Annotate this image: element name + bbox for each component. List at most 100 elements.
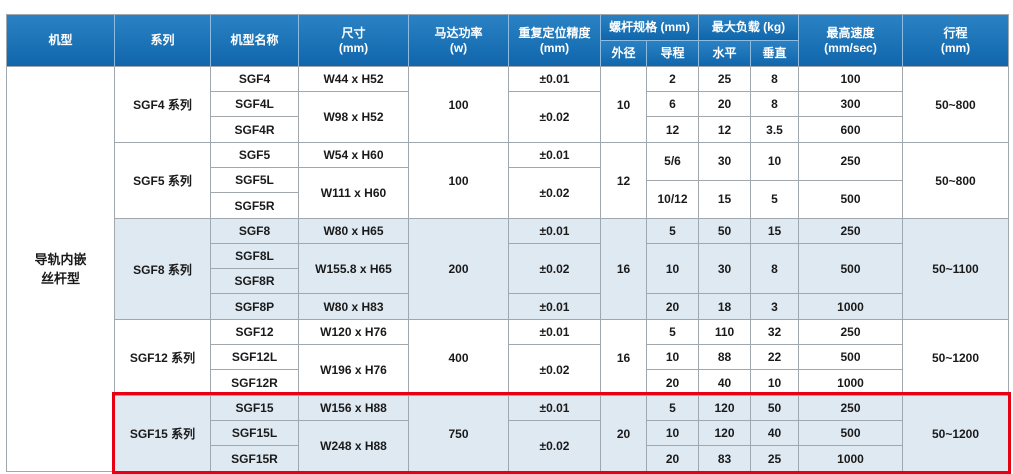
series-cell: SGF15 系列 bbox=[115, 396, 210, 471]
model-cell: SGF15 bbox=[211, 396, 298, 421]
outer-diameter-cell: 10 bbox=[601, 67, 646, 142]
dimensions-cell: W155.8 x H65 bbox=[299, 244, 408, 294]
stroke-cell: 50~1200 bbox=[903, 396, 1008, 471]
header-model-name: 机型名称 bbox=[211, 15, 298, 66]
spec-table: 机型 系列 机型名称 尺寸 (mm) 马达功率 (w) 重复定位精度 (mm) 螺杆规格 (… bbox=[6, 14, 1011, 474]
header-screw-spec: 螺杆规格 (mm) bbox=[601, 15, 698, 40]
precision-cell: ±0.01 bbox=[509, 294, 600, 319]
dimensions-cell: W98 x H52 bbox=[299, 92, 408, 142]
header-dimensions: 尺寸 (mm) bbox=[299, 15, 408, 66]
dimensions-cell: W156 x H88 bbox=[299, 396, 408, 421]
max-speed-cell: 1000 bbox=[799, 370, 902, 395]
lead-cell: 5 bbox=[647, 320, 698, 345]
load-horizontal-cell: 50 bbox=[699, 219, 750, 244]
precision-cell: ±0.02 bbox=[509, 168, 600, 218]
dimensions-cell: W248 x H88 bbox=[299, 421, 408, 471]
series-cell: SGF12 系列 bbox=[115, 320, 210, 395]
series-cell: SGF5 系列 bbox=[115, 143, 210, 218]
load-vertical-cell: 5 bbox=[751, 180, 798, 218]
model-cell: SGF4R bbox=[211, 117, 298, 142]
model-cell: SGF5L bbox=[211, 168, 298, 193]
load-horizontal-cell: 120 bbox=[699, 421, 750, 446]
machine-type-cell: 导轨内嵌 丝杆型 bbox=[7, 67, 114, 471]
header-lead: 导程 bbox=[647, 41, 698, 66]
lead-cell: 12 bbox=[647, 117, 698, 142]
load-vertical-cell: 25 bbox=[751, 446, 798, 471]
lead-cell: 20 bbox=[647, 294, 698, 319]
outer-diameter-cell: 16 bbox=[601, 219, 646, 319]
header-repeat-accuracy: 重复定位精度 (mm) bbox=[509, 15, 600, 66]
dimensions-cell: W120 x H76 bbox=[299, 320, 408, 345]
load-horizontal-cell: 30 bbox=[699, 244, 750, 294]
model-cell: SGF5 bbox=[211, 143, 298, 168]
lead-cell: 5/6 bbox=[647, 143, 698, 181]
load-horizontal-cell: 120 bbox=[699, 396, 750, 421]
model-cell: SGF8R bbox=[211, 269, 298, 294]
dimensions-cell: W80 x H65 bbox=[299, 219, 408, 244]
precision-cell: ±0.02 bbox=[509, 421, 600, 471]
model-cell: SGF4L bbox=[211, 92, 298, 117]
series-block-sgf5: SGF5 系列 SGF5 SGF5L SGF5R W54 x H60 W111 x H60… bbox=[115, 142, 1008, 218]
motor-power-cell: 400 bbox=[409, 320, 508, 395]
lead-cell: 6 bbox=[647, 92, 698, 117]
load-horizontal-cell: 110 bbox=[699, 320, 750, 345]
precision-cell: ±0.01 bbox=[509, 143, 600, 168]
precision-cell: ±0.02 bbox=[509, 244, 600, 294]
precision-cell: ±0.01 bbox=[509, 219, 600, 244]
dimensions-cell: W80 x H83 bbox=[299, 294, 408, 319]
load-vertical-cell: 32 bbox=[751, 320, 798, 345]
motor-power-cell: 750 bbox=[409, 396, 508, 471]
max-speed-cell: 500 bbox=[799, 244, 902, 294]
max-speed-cell: 250 bbox=[799, 396, 902, 421]
precision-cell: ±0.01 bbox=[509, 396, 600, 421]
series-blocks: SGF4 系列 SGF4 SGF4L SGF4R W44 x H52 W98 x H52 ±… bbox=[112, 67, 1011, 474]
max-speed-cell: 500 bbox=[799, 345, 902, 370]
header-machine-type: 机型 bbox=[7, 15, 114, 66]
max-speed-cell: 300 bbox=[799, 92, 902, 117]
series-block-sgf15: SGF15 系列 SGF15 SGF15L SGF15R W156 x H88 W248 … bbox=[112, 392, 1011, 474]
series-cell: SGF8 系列 bbox=[115, 219, 210, 319]
model-cell: SGF8P bbox=[211, 294, 298, 319]
dimensions-cell: W54 x H60 bbox=[299, 143, 408, 168]
load-vertical-cell: 10 bbox=[751, 370, 798, 395]
load-vertical-cell: 22 bbox=[751, 345, 798, 370]
lead-cell: 20 bbox=[647, 370, 698, 395]
lead-cell: 5 bbox=[647, 396, 698, 421]
table-body: 导轨内嵌 丝杆型 SGF4 系列 SGF4 SGF4L SGF4R W44 x H52 W… bbox=[7, 66, 1011, 474]
dimensions-cell: W196 x H76 bbox=[299, 345, 408, 395]
load-horizontal-cell: 83 bbox=[699, 446, 750, 471]
lead-cell: 10 bbox=[647, 345, 698, 370]
stroke-cell: 50~800 bbox=[903, 67, 1008, 142]
precision-cell: ±0.02 bbox=[509, 92, 600, 142]
motor-power-cell: 100 bbox=[409, 67, 508, 142]
load-horizontal-cell: 15 bbox=[699, 180, 750, 218]
max-speed-cell: 1000 bbox=[799, 446, 902, 471]
lead-cell: 10 bbox=[647, 421, 698, 446]
dimensions-cell: W44 x H52 bbox=[299, 67, 408, 92]
precision-cell: ±0.01 bbox=[509, 67, 600, 92]
motor-power-cell: 200 bbox=[409, 219, 508, 319]
outer-diameter-cell: 20 bbox=[601, 396, 646, 471]
load-horizontal-cell: 25 bbox=[699, 67, 750, 92]
load-horizontal-cell: 20 bbox=[699, 92, 750, 117]
header-outer-diameter: 外径 bbox=[601, 41, 646, 66]
model-cell: SGF12 bbox=[211, 320, 298, 345]
load-vertical-cell: 8 bbox=[751, 92, 798, 117]
lead-cell: 20 bbox=[647, 446, 698, 471]
precision-cell: ±0.01 bbox=[509, 320, 600, 345]
header-max-load: 最大负载 (kg) bbox=[699, 15, 798, 40]
model-cell: SGF8L bbox=[211, 244, 298, 269]
load-vertical-cell: 3.5 bbox=[751, 117, 798, 142]
max-speed-cell: 500 bbox=[799, 180, 902, 218]
max-speed-cell: 500 bbox=[799, 421, 902, 446]
series-cell: SGF4 系列 bbox=[115, 67, 210, 142]
model-cell: SGF8 bbox=[211, 219, 298, 244]
load-horizontal-cell: 12 bbox=[699, 117, 750, 142]
load-vertical-cell: 10 bbox=[751, 143, 798, 181]
max-speed-cell: 600 bbox=[799, 117, 902, 142]
lead-cell: 10 bbox=[647, 244, 698, 294]
table-header: 机型 系列 机型名称 尺寸 (mm) 马达功率 (w) 重复定位精度 (mm) 螺杆规格 (… bbox=[7, 15, 1008, 66]
stroke-cell: 50~800 bbox=[903, 143, 1008, 218]
lead-cell: 10/12 bbox=[647, 180, 698, 218]
model-cell: SGF4 bbox=[211, 67, 298, 92]
